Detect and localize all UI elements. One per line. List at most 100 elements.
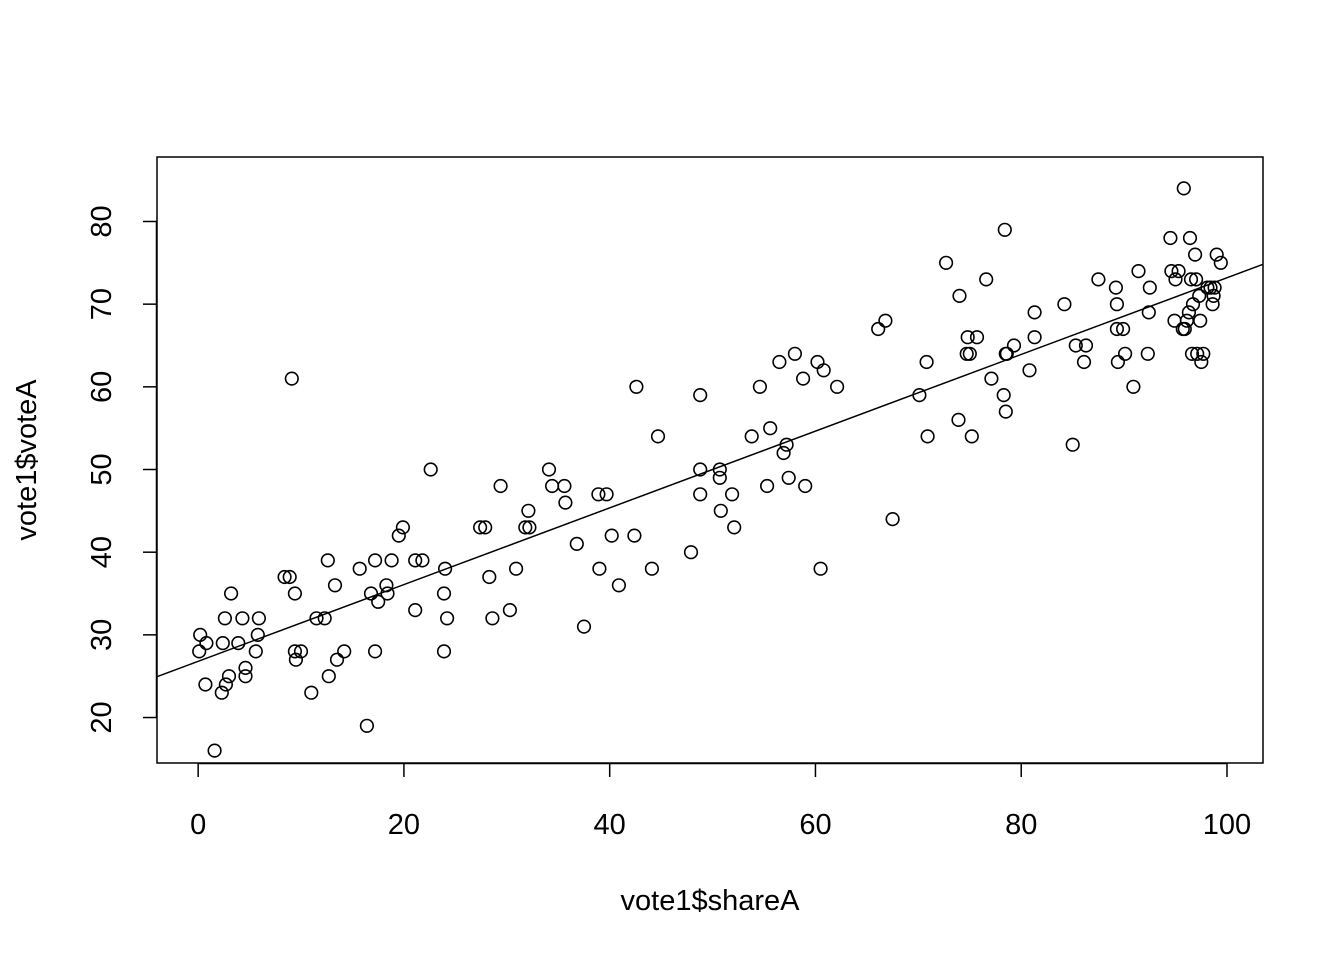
data-point <box>1109 321 1124 337</box>
data-point <box>979 272 994 287</box>
x-tick-label: 40 <box>594 809 626 841</box>
data-point <box>1027 305 1042 320</box>
data-point <box>1207 280 1222 295</box>
data-point <box>277 569 292 585</box>
data-point <box>215 635 230 651</box>
data-point <box>629 379 644 394</box>
data-point <box>1117 346 1133 361</box>
data-point <box>795 371 811 386</box>
data-point <box>193 627 208 643</box>
data-point <box>304 685 319 700</box>
data-point <box>224 586 239 601</box>
data-point <box>816 363 831 378</box>
data-point <box>693 388 708 403</box>
data-point <box>384 553 399 568</box>
data-point <box>214 685 229 700</box>
data-point <box>727 520 742 535</box>
data-point <box>287 586 303 601</box>
data-point <box>485 611 500 626</box>
data-point <box>592 561 607 576</box>
data-point <box>557 478 572 494</box>
data-point <box>1057 297 1072 312</box>
data-point <box>744 429 759 444</box>
data-point <box>810 354 825 370</box>
data-point <box>1109 297 1124 312</box>
data-point <box>391 528 406 543</box>
data-point <box>763 421 778 436</box>
data-point <box>829 379 845 394</box>
data-point <box>1176 181 1191 196</box>
data-point <box>371 594 386 609</box>
data-point <box>1200 280 1215 295</box>
data-point <box>1168 272 1183 287</box>
plot-frame <box>156 156 1264 764</box>
data-point <box>1177 321 1192 337</box>
x-tick-label: 60 <box>799 809 831 841</box>
data-point <box>787 346 803 361</box>
data-point <box>508 561 524 576</box>
data-point <box>885 511 900 527</box>
data-point <box>962 346 977 361</box>
data-point <box>576 619 592 634</box>
data-point <box>1193 313 1208 328</box>
data-point <box>368 644 383 659</box>
data-point <box>1140 346 1155 361</box>
data-point <box>781 470 796 485</box>
data-point <box>569 536 584 552</box>
y-tick-label: 20 <box>86 701 118 733</box>
x-tick-label: 0 <box>190 809 206 841</box>
data-point <box>1184 346 1200 361</box>
data-point <box>1183 272 1199 287</box>
data-point <box>379 578 394 593</box>
y-tick-label: 50 <box>86 453 118 485</box>
x-tick-label: 20 <box>388 809 420 841</box>
data-point <box>1190 346 1205 361</box>
data-point <box>912 388 927 403</box>
data-point <box>650 429 666 444</box>
data-point <box>337 644 352 659</box>
data-point <box>1164 264 1179 279</box>
data-point <box>1209 247 1224 262</box>
data-point <box>611 578 627 593</box>
data-point <box>604 528 619 543</box>
data-point <box>518 520 533 535</box>
data-point <box>363 586 379 601</box>
y-tick-label: 60 <box>86 371 118 403</box>
x-tick-label: 100 <box>1203 809 1251 841</box>
data-point <box>776 445 791 461</box>
data-point <box>1182 230 1198 246</box>
data-point <box>1091 272 1106 287</box>
data-point <box>798 478 813 494</box>
data-point <box>1188 272 1204 287</box>
data-point <box>1108 280 1123 295</box>
data-point <box>493 478 508 494</box>
data-point <box>309 611 324 626</box>
regression-line <box>156 263 1264 678</box>
data-point <box>1142 280 1157 295</box>
data-point <box>779 437 794 452</box>
data-point <box>380 586 395 601</box>
data-point <box>395 520 411 535</box>
data-point <box>478 520 493 535</box>
data-point <box>1115 321 1131 337</box>
data-point <box>724 487 740 502</box>
data-point <box>713 503 728 518</box>
data-point <box>198 677 213 692</box>
data-point <box>218 677 233 692</box>
data-point <box>920 429 935 444</box>
data-point <box>329 652 345 667</box>
data-point <box>1027 330 1042 345</box>
data-point <box>1171 264 1186 279</box>
data-point <box>952 288 967 304</box>
data-point <box>752 379 768 394</box>
data-point <box>321 669 336 684</box>
data-point <box>436 586 452 601</box>
x-tick-label: 80 <box>1005 809 1037 841</box>
data-point <box>235 611 250 626</box>
data-point <box>284 371 299 386</box>
data-point <box>998 404 1013 419</box>
data-point <box>522 520 537 535</box>
data-point <box>1181 305 1196 320</box>
data-point <box>408 602 423 618</box>
